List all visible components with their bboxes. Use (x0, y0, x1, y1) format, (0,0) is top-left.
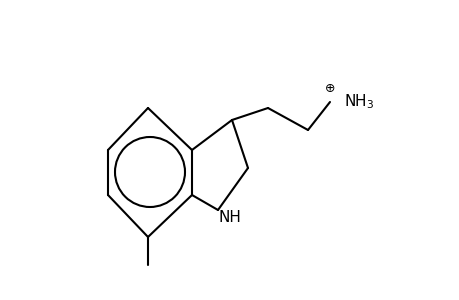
Text: ⊕: ⊕ (324, 82, 335, 94)
Text: NH: NH (218, 211, 241, 226)
Text: NH$_3$: NH$_3$ (343, 93, 374, 111)
